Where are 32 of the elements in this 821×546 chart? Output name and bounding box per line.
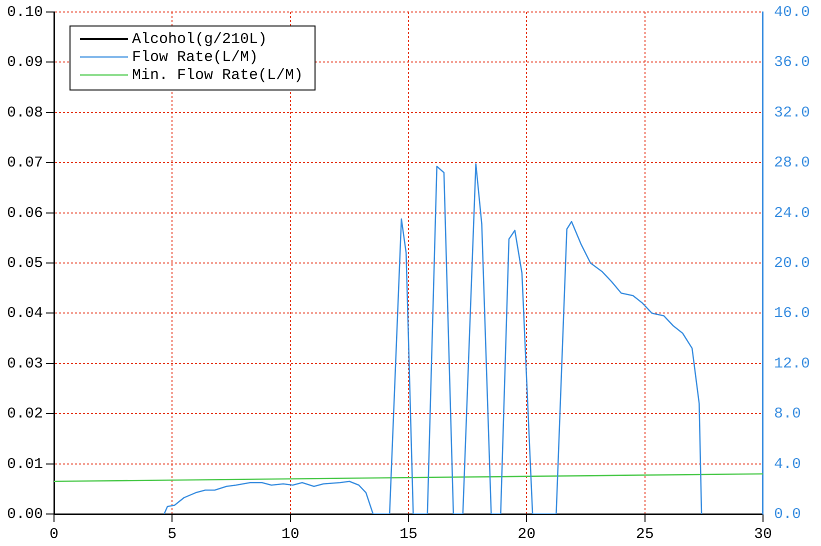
y2-tick-label: 36.0: [774, 54, 810, 72]
y2-tick-label: 20.0: [774, 254, 810, 272]
legend-label: Min. Flow Rate(L/M): [132, 66, 304, 84]
y2-tick-label: 8.0: [774, 406, 802, 423]
legend-label: Flow Rate(L/M): [132, 48, 258, 66]
y2-tick-label: 40.0: [774, 4, 810, 21]
legend-label: Alcohol(g/210L): [132, 30, 268, 48]
x-tick-label: 25: [636, 526, 654, 543]
y-tick-label: 0.09: [6, 54, 44, 72]
y2-tick-label: 4.0: [774, 456, 802, 473]
y2-tick-label: 32.0: [774, 104, 810, 122]
y-tick-label: 0.02: [6, 406, 44, 423]
x-tick-label: 0: [50, 526, 59, 543]
y-tick-label: 0.05: [6, 254, 44, 272]
y-tick-label: 0.01: [6, 456, 44, 473]
y2-tick-label: 24.0: [774, 204, 810, 222]
y-tick-label: 0.10: [6, 4, 44, 21]
y2-tick-label: 28.0: [774, 154, 810, 172]
y2-tick-label: 16.0: [774, 305, 810, 322]
y-tick-label: 0.04: [6, 305, 44, 322]
y-tick-label: 0.08: [6, 104, 44, 122]
x-tick-label: 20: [518, 526, 536, 543]
y-tick-label: 0.00: [6, 506, 44, 523]
y2-tick-label: 0.0: [774, 506, 802, 523]
x-tick-label: 10: [281, 526, 300, 543]
x-tick-label: 15: [399, 526, 418, 543]
y-tick-label: 0.03: [6, 355, 44, 372]
y2-tick-label: 12.0: [774, 355, 810, 372]
y-tick-label: 0.06: [6, 204, 44, 222]
y-tick-label: 0.07: [6, 154, 44, 172]
x-tick-label: 5: [168, 526, 177, 543]
x-tick-label: 30: [754, 526, 772, 543]
